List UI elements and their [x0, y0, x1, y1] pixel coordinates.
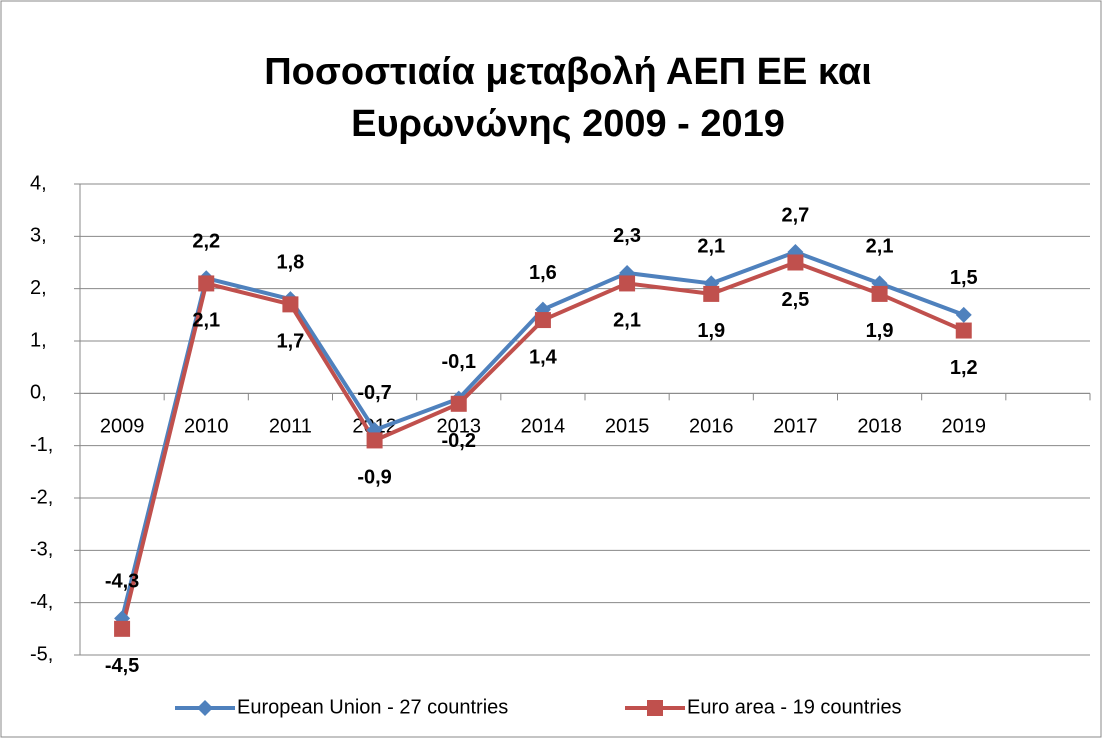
- y-tick-label: 3,: [30, 225, 47, 247]
- x-tick-label: 2009: [100, 416, 145, 438]
- data-point: [703, 285, 720, 302]
- data-label: 2,1: [866, 236, 894, 258]
- data-label: -4,5: [105, 655, 139, 677]
- data-point: [198, 275, 215, 292]
- data-label: 1,5: [950, 267, 978, 289]
- data-label: 2,7: [782, 204, 810, 226]
- data-point: [955, 322, 972, 339]
- legend-marker: [197, 700, 213, 716]
- y-tick-label: 0,: [30, 382, 47, 404]
- data-label: -0,2: [442, 430, 476, 452]
- x-tick-label: 2018: [857, 416, 902, 438]
- y-tick-label: 4,: [30, 172, 47, 194]
- data-label: -4,3: [105, 571, 139, 593]
- x-tick-label: 2019: [942, 416, 987, 438]
- y-tick-label: -1,: [30, 434, 53, 456]
- data-label: 1,9: [866, 320, 894, 342]
- y-tick-label: 1,: [30, 329, 47, 351]
- data-label: 2,1: [613, 310, 641, 332]
- x-tick-label: 2015: [605, 416, 650, 438]
- data-label: 1,7: [277, 331, 305, 353]
- legend-label: Euro area - 19 countries: [687, 696, 902, 718]
- data-label: 1,8: [277, 251, 305, 273]
- x-tick-label: 2013: [437, 416, 482, 438]
- y-tick-label: -4,: [30, 591, 53, 613]
- y-tick-label: 2,: [30, 277, 47, 299]
- data-label: 2,1: [192, 310, 220, 332]
- data-label: 1,9: [697, 320, 725, 342]
- x-tick-label: 2014: [521, 416, 566, 438]
- data-label: -0,7: [357, 382, 391, 404]
- x-tick-label: 2011: [269, 416, 312, 438]
- data-point: [114, 620, 131, 637]
- data-label: 2,3: [613, 225, 641, 247]
- data-label: 2,2: [192, 230, 220, 252]
- data-label: 1,4: [529, 346, 558, 368]
- data-point: [534, 312, 551, 329]
- data-point: [282, 296, 299, 313]
- data-label: 2,1: [697, 236, 725, 258]
- data-point: [871, 285, 888, 302]
- legend-label: European Union - 27 countries: [237, 696, 508, 718]
- legend-marker: [647, 700, 663, 716]
- x-tick-label: 2016: [689, 416, 734, 438]
- y-tick-label: -3,: [30, 539, 53, 561]
- data-label: 1,2: [950, 357, 978, 379]
- data-point: [450, 395, 467, 412]
- y-tick-label: -2,: [30, 486, 53, 508]
- x-tick-label: 2017: [773, 416, 818, 438]
- data-label: 2,5: [782, 289, 810, 311]
- chart-title: Ευρωνώνης 2009 - 2019: [351, 103, 785, 145]
- chart-title: Ποσοστιαία μεταβολή ΑΕΠ ΕΕ και: [264, 51, 872, 93]
- data-point: [955, 306, 972, 323]
- data-point: [366, 432, 383, 449]
- y-tick-label: -5,: [30, 643, 53, 665]
- data-label: 1,6: [529, 262, 557, 284]
- data-label: -0,1: [442, 351, 476, 373]
- x-tick-label: 2010: [184, 416, 229, 438]
- data-point: [787, 254, 804, 271]
- data-label: -0,9: [357, 467, 391, 489]
- data-point: [619, 275, 636, 292]
